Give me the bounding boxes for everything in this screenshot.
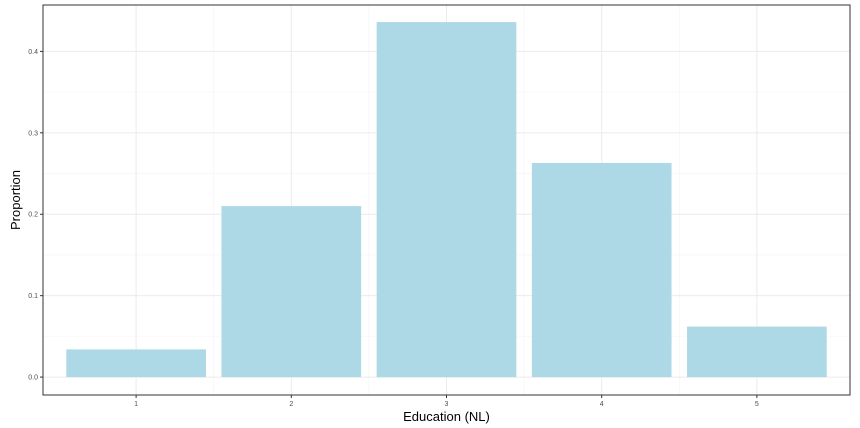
x-axis-ticks: 1 2 3 4 5 — [134, 395, 759, 408]
y-tick-label: 0.3 — [28, 130, 38, 137]
y-tick-label: 0.0 — [28, 375, 38, 382]
bar-2 — [221, 206, 362, 378]
x-tick-label: 4 — [600, 401, 604, 408]
bars — [66, 22, 827, 378]
y-axis-title: Proportion — [8, 170, 23, 230]
x-tick-label: 5 — [755, 401, 759, 408]
y-tick-label: 0.2 — [28, 212, 38, 219]
x-tick-label: 1 — [134, 401, 138, 408]
x-tick-label: 2 — [289, 401, 293, 408]
y-tick-label: 0.1 — [28, 293, 38, 300]
x-tick-label: 3 — [445, 401, 449, 408]
bar-4 — [531, 162, 672, 378]
bar-3 — [376, 22, 517, 378]
bar-1 — [66, 349, 206, 378]
y-tick-label: 0.4 — [28, 49, 38, 56]
y-axis-ticks: 0.0 0.1 0.2 0.3 0.4 — [28, 49, 43, 382]
bar-5 — [687, 326, 827, 378]
x-axis-title: Education (NL) — [403, 409, 490, 424]
